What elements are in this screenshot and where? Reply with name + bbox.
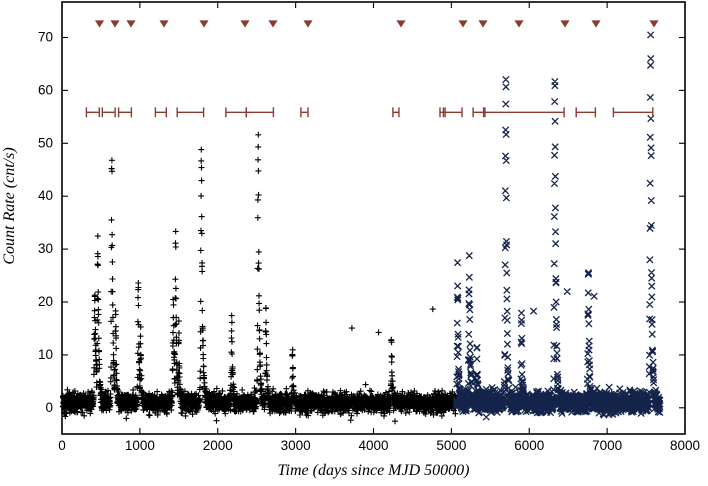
svg-text:3000: 3000: [281, 438, 311, 453]
svg-text:60: 60: [38, 82, 53, 97]
svg-text:5000: 5000: [436, 438, 466, 453]
svg-text:2000: 2000: [203, 438, 233, 453]
svg-text:0: 0: [58, 438, 66, 453]
svg-text:Time (days since MJD 50000): Time (days since MJD 50000): [278, 462, 470, 479]
svg-text:50: 50: [38, 135, 53, 150]
svg-text:1000: 1000: [125, 438, 155, 453]
svg-text:6000: 6000: [514, 438, 544, 453]
svg-text:10: 10: [38, 347, 53, 362]
svg-text:70: 70: [38, 30, 53, 45]
svg-text:40: 40: [38, 188, 53, 203]
svg-text:20: 20: [38, 294, 53, 309]
svg-text:30: 30: [38, 241, 53, 256]
svg-text:0: 0: [45, 400, 53, 415]
svg-text:Count Rate (cnt/s): Count Rate (cnt/s): [1, 147, 18, 264]
svg-text:4000: 4000: [358, 438, 388, 453]
svg-text:7000: 7000: [592, 438, 622, 453]
svg-text:8000: 8000: [670, 438, 700, 453]
